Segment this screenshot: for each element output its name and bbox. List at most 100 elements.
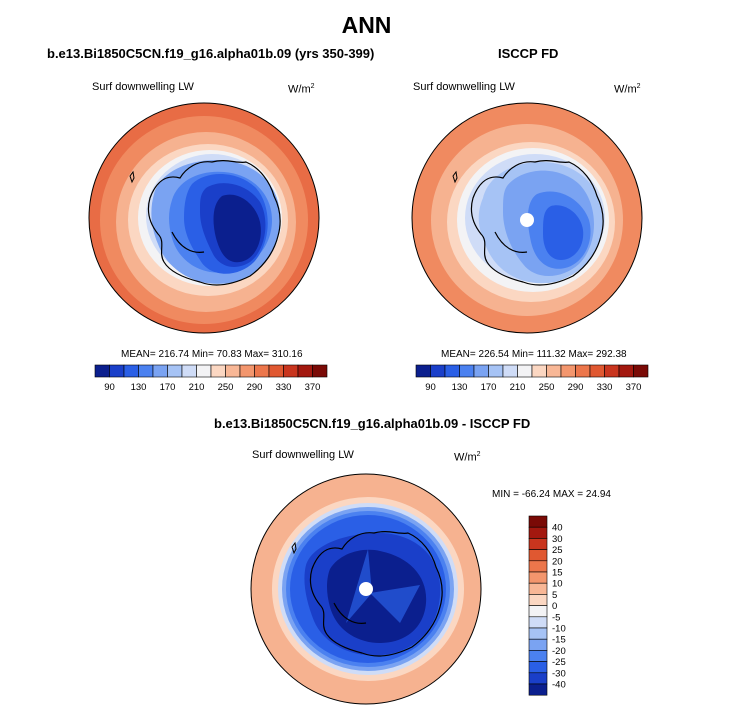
cb3-box-7 <box>528 594 548 606</box>
cb3-box-15 <box>528 683 548 696</box>
cb3-tick-label: 10 <box>552 579 563 590</box>
cb3-tick-label: -10 <box>552 624 566 635</box>
pole-hole <box>520 213 534 227</box>
cb1-tick-label: 170 <box>160 382 176 393</box>
cb2-tick-label: 330 <box>597 382 613 393</box>
coastline <box>291 541 297 555</box>
cb3-tick-label: 30 <box>552 534 563 545</box>
panel3-stats: MIN = -66.24 MAX = 24.94 <box>492 489 611 500</box>
panel1-title: b.e13.Bi1850C5CN.f19_g16.alpha01b.09 (yr… <box>47 46 375 61</box>
cb1-box-7 <box>196 364 212 378</box>
cb2-box-12 <box>589 364 605 378</box>
coastline <box>129 170 135 184</box>
cb2-box-15 <box>633 364 649 378</box>
panel1-variable: Surf downwelling LW <box>92 81 194 93</box>
panel3-variable: Surf downwelling LW <box>252 449 354 461</box>
cb2-tick-label: 370 <box>626 382 642 393</box>
cb2-tick-label: 90 <box>425 382 436 393</box>
cb1-box-12 <box>268 364 284 378</box>
cb2-tick-label: 210 <box>510 382 526 393</box>
cb3-box-1 <box>528 526 548 539</box>
colorbar-model: 90 130 170 210 250 290 330 370 <box>94 364 328 393</box>
cb1-box-1 <box>109 364 125 378</box>
coastline <box>309 530 443 657</box>
cb3-tick-label: 0 <box>552 601 557 612</box>
cb1-tick-label: 130 <box>131 382 147 393</box>
isccp-polar-map <box>411 102 643 334</box>
cb1-box-10 <box>239 364 255 378</box>
cb3-box-11 <box>528 638 548 651</box>
cb3-box-4 <box>528 560 548 573</box>
cb3-tick-label: -30 <box>552 668 566 679</box>
cb1-box-15 <box>312 364 328 378</box>
cb1-box-3 <box>138 364 154 378</box>
cb3-box-9 <box>528 616 548 629</box>
cb2-box-9 <box>546 364 562 378</box>
cb1-box-4 <box>152 364 168 378</box>
cb1-tick-label: 90 <box>104 382 115 393</box>
cb2-box-5 <box>488 364 504 378</box>
cb3-box-13 <box>528 661 548 674</box>
cb1-tick-label: 250 <box>218 382 234 393</box>
panel2-variable: Surf downwelling LW <box>413 81 515 93</box>
cb2-tick-label: 250 <box>539 382 555 393</box>
model-polar-map <box>88 102 320 334</box>
cb3-tick-label: 40 <box>552 523 563 534</box>
cb3-tick-label: 15 <box>552 568 563 579</box>
cb3-box-5 <box>528 571 548 584</box>
cb3-box-6 <box>528 582 548 595</box>
map-contour <box>346 549 420 623</box>
coastline <box>147 159 281 286</box>
cb2-box-4 <box>473 364 489 378</box>
map-contour <box>213 194 261 263</box>
cb3-box-0 <box>528 515 548 528</box>
cb1-box-0 <box>94 364 110 378</box>
cb2-tick-label: 290 <box>568 382 584 393</box>
panel2-stats: MEAN= 226.54 Min= 111.32 Max= 292.38 <box>441 349 627 360</box>
difference-polar-map <box>250 473 482 705</box>
cb3-tick-label: -25 <box>552 657 566 668</box>
cb1-box-6 <box>181 364 197 378</box>
panel2-units: W/m2 <box>614 83 641 96</box>
cb1-tick-label: 370 <box>305 382 321 393</box>
cb1-box-14 <box>297 364 313 378</box>
panel2-title: ISCCP FD <box>498 46 559 61</box>
cb3-tick-label: -5 <box>552 612 560 623</box>
cb1-box-11 <box>254 364 270 378</box>
cb1-box-13 <box>283 364 299 378</box>
cb1-tick-label: 330 <box>276 382 292 393</box>
panel3-title: b.e13.Bi1850C5CN.f19_g16.alpha01b.09 - I… <box>214 416 531 431</box>
panel1-stats: MEAN= 216.74 Min= 70.83 Max= 310.16 <box>121 349 303 360</box>
cb3-tick-label: -20 <box>552 646 566 657</box>
cb2-box-10 <box>560 364 576 378</box>
cb2-box-2 <box>444 364 460 378</box>
coastline <box>452 170 458 184</box>
cb2-box-3 <box>459 364 475 378</box>
cb1-box-2 <box>123 364 139 378</box>
cb3-tick-label: -40 <box>552 680 566 691</box>
cb3-box-14 <box>528 672 548 685</box>
cb2-box-6 <box>502 364 518 378</box>
pole-hole <box>359 582 373 596</box>
figure-title: ANN <box>341 12 392 38</box>
coastline <box>470 159 604 286</box>
cb2-box-11 <box>575 364 591 378</box>
cb1-tick-label: 210 <box>189 382 205 393</box>
cb3-tick-label: 25 <box>552 545 563 556</box>
panel3-units: W/m2 <box>454 451 481 464</box>
cb2-box-1 <box>430 364 446 378</box>
cb3-tick-label: -15 <box>552 635 566 646</box>
cb1-tick-label: 290 <box>247 382 263 393</box>
cb2-box-0 <box>415 364 431 378</box>
cb3-tick-label: 20 <box>552 556 563 567</box>
cb3-tick-label: 5 <box>552 590 557 601</box>
cb1-box-9 <box>225 364 241 378</box>
cb2-box-8 <box>531 364 547 378</box>
map-contour <box>543 205 584 260</box>
cb1-box-5 <box>167 364 183 378</box>
cb2-box-7 <box>517 364 533 378</box>
cb2-box-13 <box>604 364 620 378</box>
panel1-units: W/m2 <box>288 83 315 96</box>
cb3-box-10 <box>528 627 548 640</box>
